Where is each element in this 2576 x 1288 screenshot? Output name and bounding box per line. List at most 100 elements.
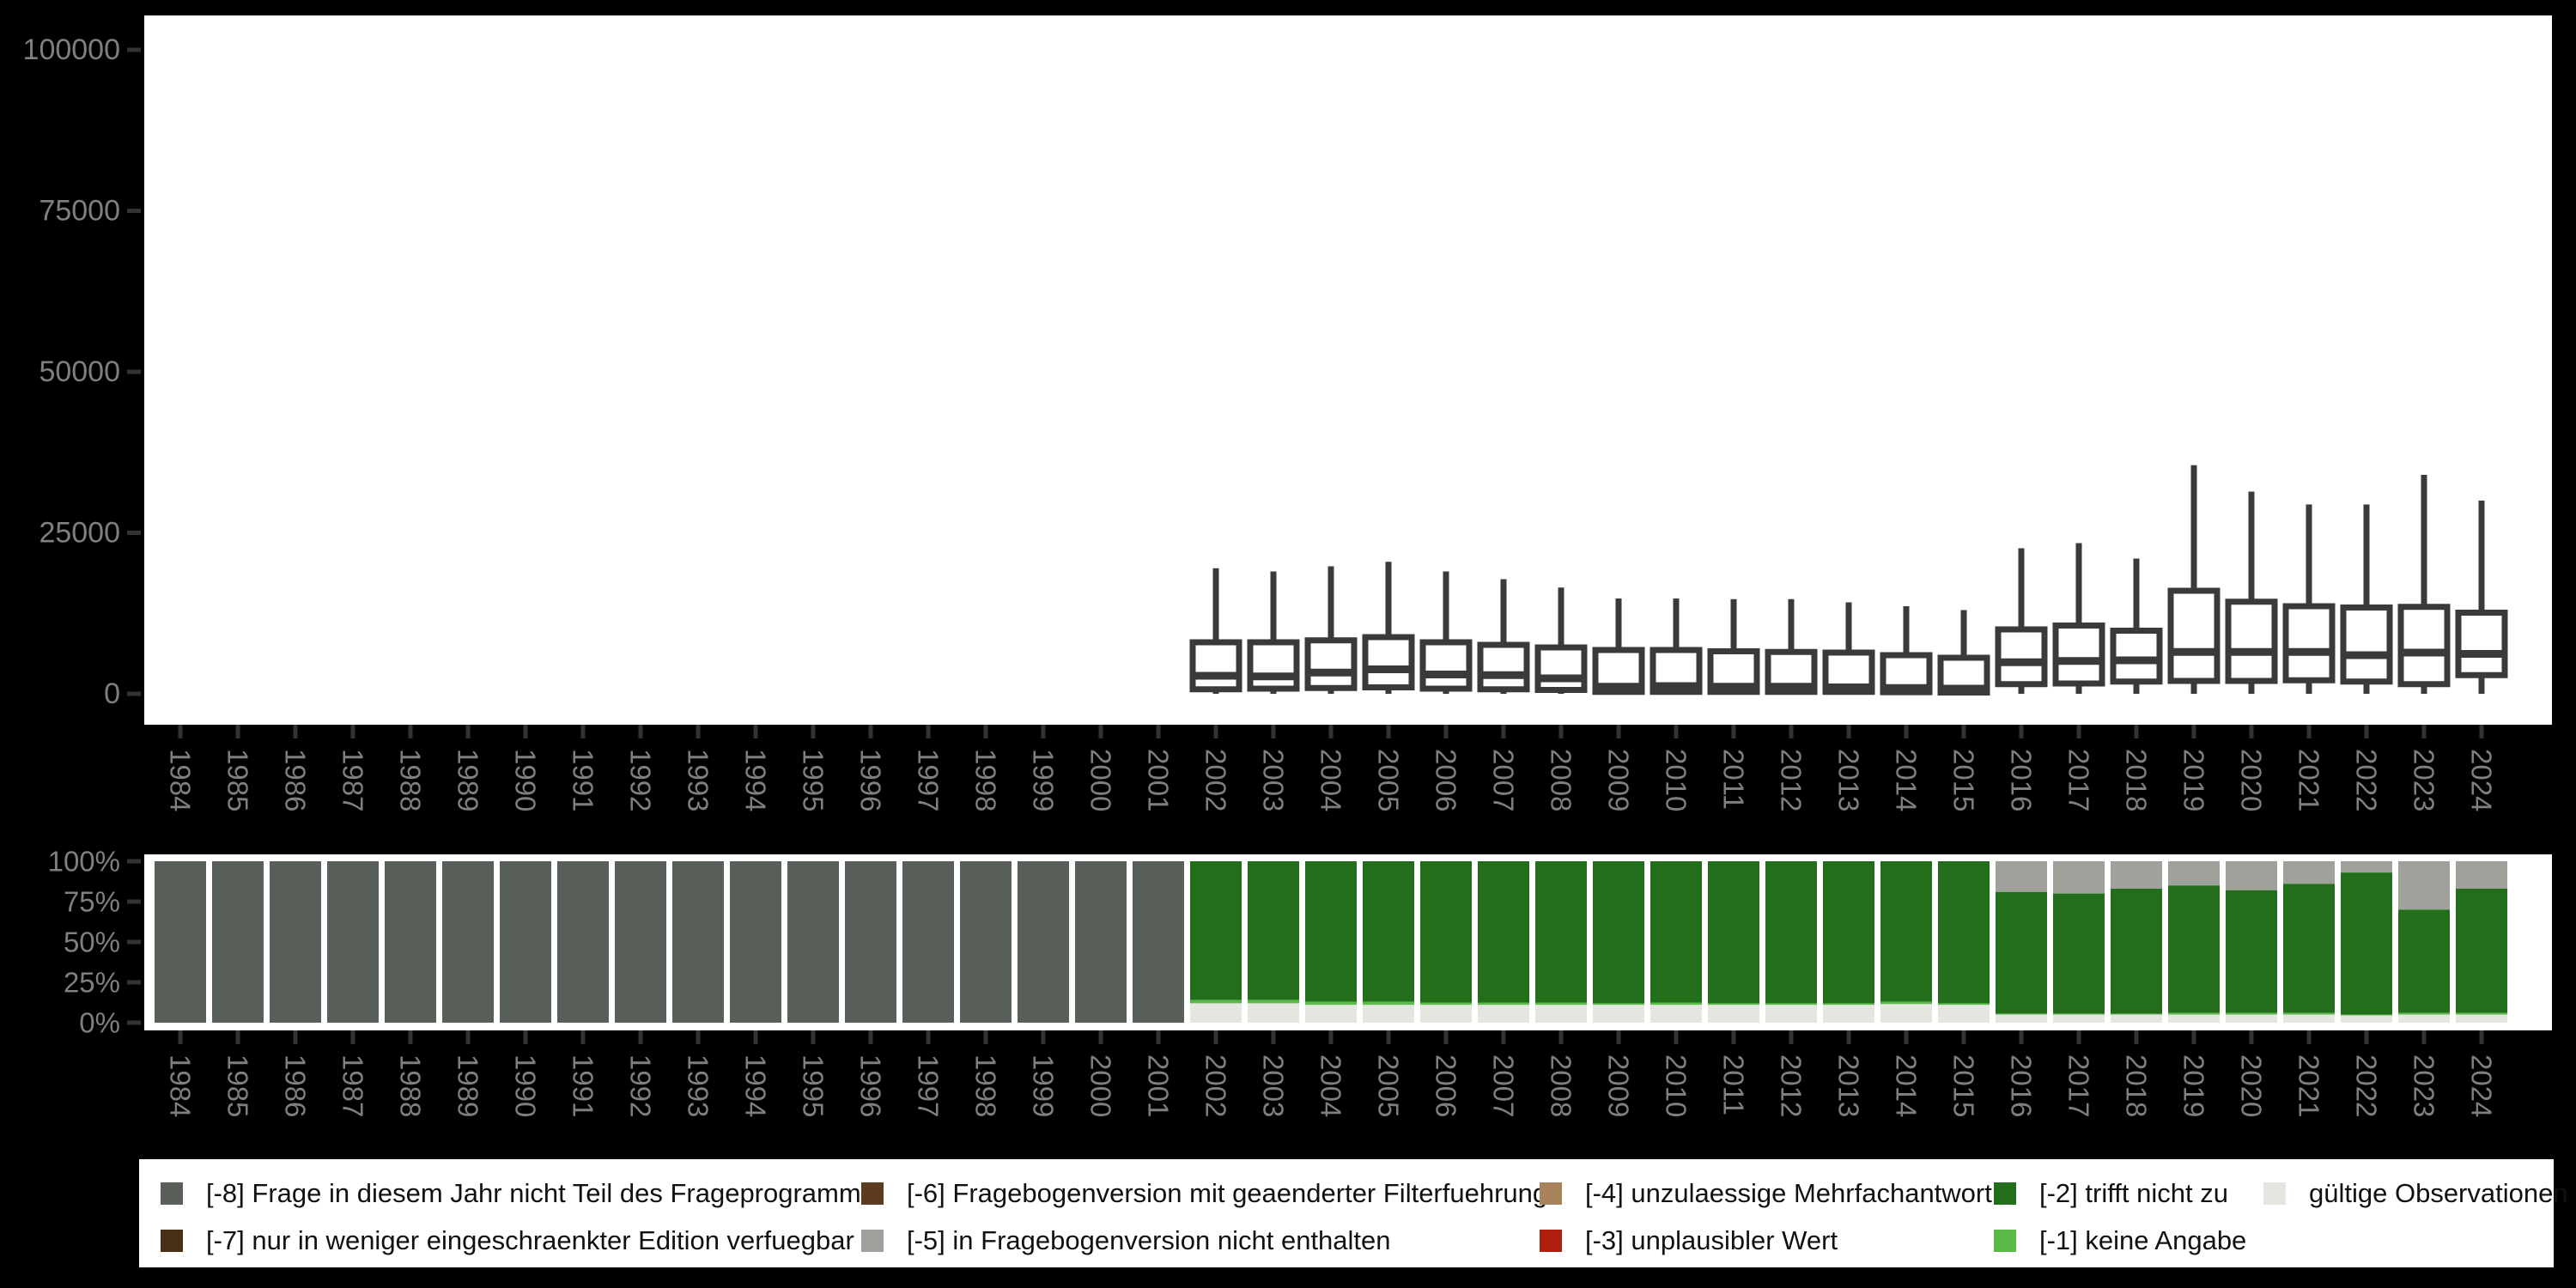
x-axis-label-2010: 2010 bbox=[1661, 1054, 1692, 1117]
bar-segment-m1 bbox=[1248, 999, 1299, 1004]
x-axis-label-1992: 1992 bbox=[625, 749, 657, 811]
bar-segment-m2 bbox=[1478, 861, 1529, 1003]
bar-2024 bbox=[2456, 861, 2507, 1023]
bar-2012 bbox=[1765, 861, 1817, 1023]
legend-swatch-m2 bbox=[1994, 1182, 2016, 1205]
bar-segment-m1 bbox=[2398, 1012, 2450, 1015]
bar-2011 bbox=[1708, 861, 1759, 1023]
x-axis-label-2005: 2005 bbox=[1373, 1054, 1405, 1117]
x-axis-label-2000: 2000 bbox=[1085, 1054, 1117, 1117]
box bbox=[1765, 648, 1818, 696]
bar-segment-m8 bbox=[960, 861, 1012, 1023]
x-axis-label-2022: 2022 bbox=[2351, 1054, 2383, 1117]
boxplot-2007 bbox=[1477, 579, 1530, 694]
x-axis-label-2011: 2011 bbox=[1718, 749, 1750, 810]
legend-swatch-m5 bbox=[861, 1230, 884, 1252]
x-axis-label-1994: 1994 bbox=[740, 1054, 772, 1117]
x-axis-label-2013: 2013 bbox=[1833, 749, 1865, 811]
x-axis-label-1985: 1985 bbox=[222, 749, 254, 811]
y-axis-label: 50000 bbox=[39, 355, 120, 388]
bar-segment-m8 bbox=[787, 861, 839, 1023]
x-axis-label-2014: 2014 bbox=[1891, 1054, 1923, 1117]
x-axis-label-1995: 1995 bbox=[798, 749, 829, 811]
bar-segment-m2 bbox=[2226, 890, 2277, 1013]
bar-segment-valid bbox=[1708, 1005, 1759, 1023]
bar-1995 bbox=[787, 861, 839, 1023]
bar-segment-m1 bbox=[2341, 1014, 2392, 1016]
bar-1996 bbox=[845, 861, 896, 1023]
bar-segment-valid bbox=[1938, 1005, 1990, 1023]
x-axis-label-2017: 2017 bbox=[2063, 749, 2095, 811]
bar-2019 bbox=[2168, 861, 2220, 1023]
bar-segment-m8 bbox=[672, 861, 724, 1023]
bar-segment-m1 bbox=[1938, 1003, 1990, 1005]
x-axis-label-2000: 2000 bbox=[1085, 749, 1117, 811]
legend-swatch-m1 bbox=[1994, 1230, 2016, 1252]
bar-2017 bbox=[2053, 861, 2105, 1023]
x-axis-label-2009: 2009 bbox=[1603, 1054, 1635, 1117]
bar-2002 bbox=[1190, 861, 1242, 1023]
boxplot-2011 bbox=[1707, 598, 1760, 696]
bar-segment-m8 bbox=[1018, 861, 1069, 1023]
bar-segment-m2 bbox=[1190, 861, 1242, 1000]
bar-segment-m8 bbox=[500, 861, 551, 1023]
bar-1985 bbox=[212, 861, 264, 1023]
bar-segment-m1 bbox=[2456, 1012, 2507, 1015]
bar-segment-m2 bbox=[2398, 909, 2450, 1013]
x-axis-label-2004: 2004 bbox=[1315, 749, 1347, 811]
bar-segment-valid bbox=[2341, 1015, 2392, 1023]
x-axis-label-2011: 2011 bbox=[1718, 1054, 1750, 1115]
x-axis-label-2014: 2014 bbox=[1891, 749, 1923, 811]
x-axis-label-1994: 1994 bbox=[740, 749, 772, 811]
bar-segment-m8 bbox=[615, 861, 666, 1023]
boxplot-2024 bbox=[2455, 501, 2508, 694]
bar-1987 bbox=[327, 861, 379, 1023]
box bbox=[1362, 634, 1415, 690]
x-axis-label-1989: 1989 bbox=[453, 749, 484, 811]
x-axis-label-2019: 2019 bbox=[2178, 1054, 2210, 1117]
bar-segment-valid bbox=[1535, 1005, 1587, 1023]
bar-segment-m2 bbox=[2053, 893, 2105, 1014]
bar-segment-m1 bbox=[1190, 999, 1242, 1004]
bar-2018 bbox=[2111, 861, 2162, 1023]
x-axis-label-2002: 2002 bbox=[1200, 1054, 1232, 1117]
bar-segment-m1 bbox=[2053, 1013, 2105, 1015]
box bbox=[2052, 623, 2105, 687]
bar-segment-valid bbox=[2283, 1014, 2335, 1023]
bar-segment-m2 bbox=[1363, 861, 1414, 1002]
bar-segment-m2 bbox=[1880, 861, 1932, 1002]
x-axis-label-1995: 1995 bbox=[798, 1054, 829, 1117]
bar-segment-m1 bbox=[2283, 1012, 2335, 1015]
bar-segment-m1 bbox=[2226, 1012, 2277, 1015]
boxplot-2021 bbox=[2282, 504, 2336, 694]
bar-1984 bbox=[155, 861, 206, 1023]
boxplot-2016 bbox=[1995, 548, 2048, 694]
boxplot-2012 bbox=[1765, 598, 1818, 696]
bar-segment-m2 bbox=[1593, 861, 1644, 1004]
x-axis-label-2017: 2017 bbox=[2063, 1054, 2095, 1117]
bar-segment-m2 bbox=[1765, 861, 1817, 1004]
x-axis-label-2016: 2016 bbox=[2006, 1054, 2038, 1117]
bar-2000 bbox=[1075, 861, 1127, 1023]
x-axis-label-2020: 2020 bbox=[2236, 1054, 2268, 1117]
legend-label-valid: gültige Observationen bbox=[2309, 1178, 2568, 1208]
boxplot-2017 bbox=[2052, 543, 2105, 694]
boxplot-2006 bbox=[1419, 571, 1473, 694]
box bbox=[2397, 604, 2451, 688]
box bbox=[1534, 644, 1588, 693]
y-axis-label: 25% bbox=[64, 967, 120, 999]
bar-segment-m1 bbox=[1650, 1002, 1702, 1005]
bar-2010 bbox=[1650, 861, 1702, 1023]
x-axis-label-1988: 1988 bbox=[395, 749, 427, 811]
legend-swatch-m8 bbox=[161, 1182, 183, 1205]
bar-segment-valid bbox=[2168, 1014, 2220, 1023]
bar-segment-m5 bbox=[2226, 861, 2277, 890]
boxplot-2009 bbox=[1592, 598, 1645, 696]
x-axis-label-1987: 1987 bbox=[337, 1054, 369, 1117]
x-axis-label-2024: 2024 bbox=[2466, 1054, 2498, 1117]
x-axis-label-1992: 1992 bbox=[625, 1054, 657, 1117]
boxplot-2018 bbox=[2110, 558, 2163, 694]
bar-segment-m1 bbox=[1823, 1003, 1874, 1005]
bar-2014 bbox=[1880, 861, 1932, 1023]
bar-segment-m2 bbox=[1305, 861, 1357, 1002]
